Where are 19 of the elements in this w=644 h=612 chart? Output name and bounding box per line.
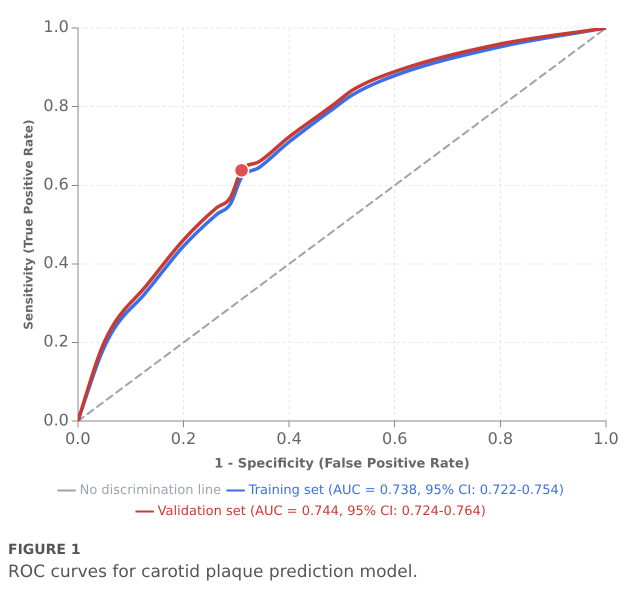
legend-label: No discrimination line bbox=[80, 482, 222, 498]
x-tick-label: 0.8 bbox=[488, 428, 514, 448]
y-axis-title: Sensitivity (True Positive Rate) bbox=[21, 119, 36, 330]
x-tick-label: 0.0 bbox=[65, 428, 91, 448]
caption: FIGURE 1 bbox=[8, 542, 82, 558]
y-tick-label: 0.4 bbox=[43, 253, 69, 272]
x-tick-label: 0.4 bbox=[276, 428, 302, 448]
legend-label: Training set (AUC = 0.738, 95% CI: 0.722-0.754) bbox=[248, 482, 564, 498]
x-axis-title: 1 - Specificity (False Positive Rate) bbox=[214, 456, 470, 472]
y-tick-label: 0.2 bbox=[43, 332, 69, 351]
y-tick-label: 1.0 bbox=[43, 17, 69, 36]
y-tick-label: 0.6 bbox=[43, 174, 69, 194]
text: ROC curves for carotid plaque prediction model. bbox=[8, 562, 419, 582]
x-tick-label: 0.2 bbox=[170, 428, 196, 448]
legend-label: Validation set (AUC = 0.744, 95% CI: 0.724-0.764) bbox=[158, 504, 486, 519]
y-tick-label: 0.8 bbox=[43, 96, 69, 115]
x-tick-label: 1.0 bbox=[593, 428, 619, 448]
x-tick-label: 0.6 bbox=[382, 428, 408, 448]
y-tick-label: 0.0 bbox=[43, 410, 69, 430]
